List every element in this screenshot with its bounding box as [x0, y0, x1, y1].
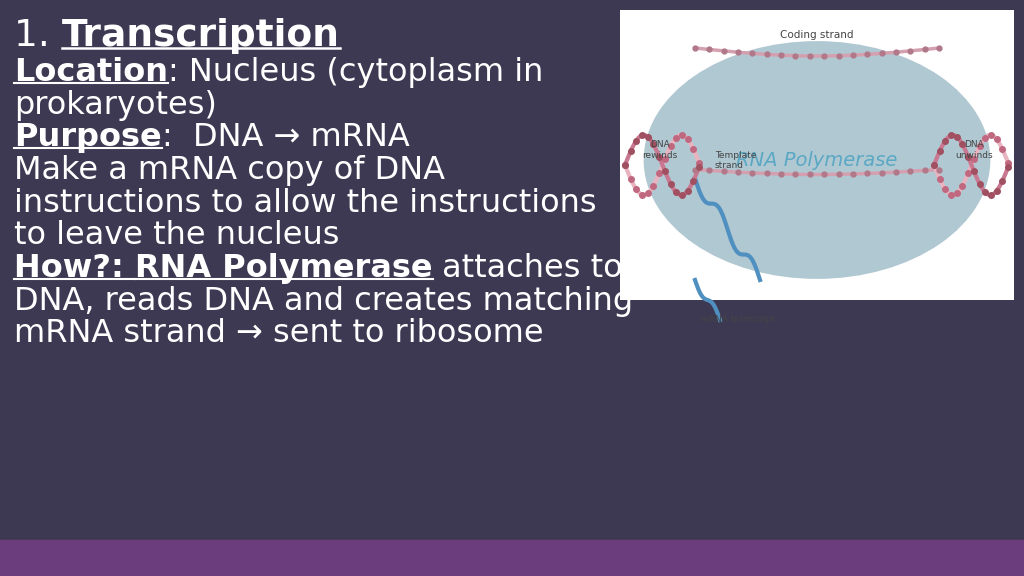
Text: How?:: How?: [14, 253, 135, 284]
Bar [0, 540, 1024, 576]
FancyBboxPatch shape [620, 10, 1014, 300]
Text: Make a mRNA copy of DNA: Make a mRNA copy of DNA [14, 155, 445, 186]
Text: : Nucleus (cytoplasm in: : Nucleus (cytoplasm in [168, 57, 544, 88]
Text: Coding strand: Coding strand [780, 30, 854, 40]
Text: DNA, reads DNA and creates matching: DNA, reads DNA and creates matching [14, 286, 633, 317]
Text: mRNA transcript: mRNA transcript [700, 315, 775, 324]
Text: prokaryotes): prokaryotes) [14, 90, 217, 121]
Text: DNA
rewinds: DNA rewinds [642, 141, 678, 160]
Text: 1.: 1. [14, 18, 61, 54]
Text: RNA Polymerase: RNA Polymerase [736, 150, 898, 169]
Text: Template
strand: Template strand [715, 151, 757, 170]
Text: RNA Polymerase: RNA Polymerase [135, 253, 432, 284]
Text: :  DNA → mRNA: : DNA → mRNA [162, 123, 410, 153]
Text: Transcription: Transcription [61, 18, 340, 54]
Text: attaches to: attaches to [432, 253, 624, 284]
Text: Purpose: Purpose [14, 123, 162, 153]
Text: Location: Location [14, 57, 168, 88]
Text: instructions to allow the instructions: instructions to allow the instructions [14, 188, 597, 219]
Text: to leave the nucleus: to leave the nucleus [14, 221, 340, 252]
Text: mRNA strand → sent to ribosome: mRNA strand → sent to ribosome [14, 319, 544, 350]
Ellipse shape [644, 41, 990, 279]
Text: DNA
unwinds: DNA unwinds [955, 141, 993, 160]
